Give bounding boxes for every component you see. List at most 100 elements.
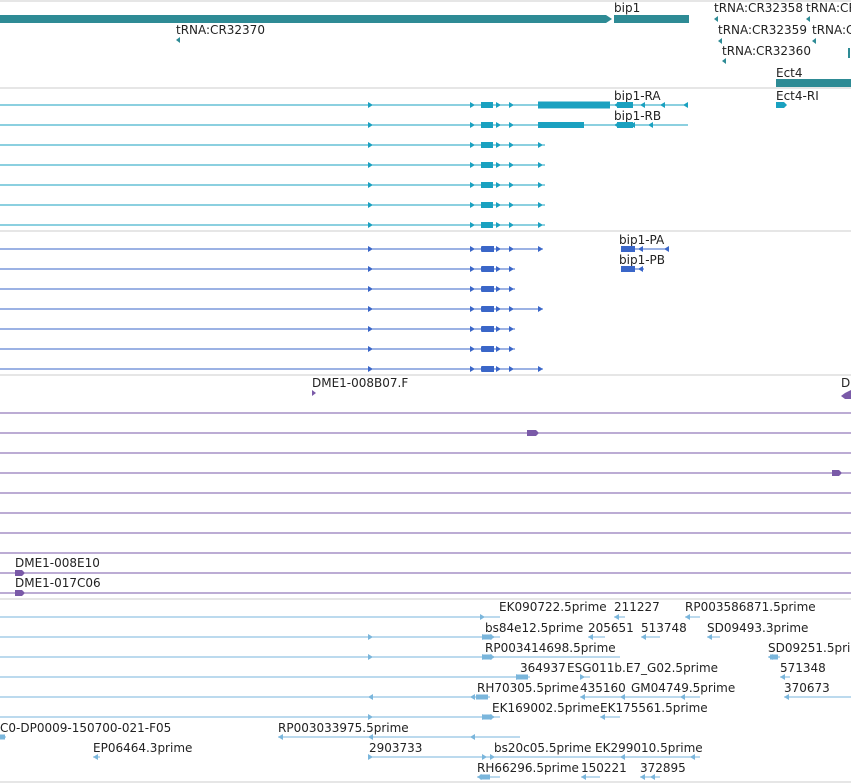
est-block[interactable] <box>482 714 492 720</box>
strand-arrow[interactable] <box>496 246 501 252</box>
est-label[interactable]: 205651 <box>588 621 634 635</box>
strand-arrow[interactable] <box>538 162 543 168</box>
transcript-label[interactable]: Ect4-RI <box>776 89 819 103</box>
est-block[interactable] <box>482 634 492 640</box>
gene-label[interactable]: bip1 <box>614 1 640 15</box>
exon-box[interactable] <box>482 306 494 312</box>
strand-arrow[interactable] <box>93 754 98 760</box>
est-label[interactable]: 150221 <box>581 761 627 775</box>
strand-arrow[interactable] <box>496 142 501 148</box>
strand-arrow[interactable] <box>509 266 514 272</box>
clone-feature[interactable] <box>312 390 316 396</box>
est-label[interactable]: C0-DP0009-150700-021-F05 <box>0 721 171 735</box>
trna-feature[interactable] <box>176 37 180 43</box>
exon-box[interactable] <box>482 366 494 372</box>
exon-box[interactable] <box>481 162 493 168</box>
strand-arrow[interactable] <box>509 246 514 252</box>
est-label[interactable]: 2903733 <box>369 741 422 755</box>
strand-arrow[interactable] <box>368 102 373 108</box>
strand-arrow[interactable] <box>470 286 475 292</box>
est-label[interactable]: SD09493.3prime <box>707 621 808 635</box>
strand-arrow[interactable] <box>368 654 373 660</box>
strand-arrow[interactable] <box>470 222 475 228</box>
strand-arrow[interactable] <box>496 306 501 312</box>
clone-label[interactable]: DME1-008E10 <box>15 556 100 570</box>
strand-arrow[interactable] <box>496 266 501 272</box>
strand-arrow[interactable] <box>538 142 543 148</box>
est-label[interactable]: EK169002.5prime <box>492 701 600 715</box>
strand-arrow[interactable] <box>707 634 712 640</box>
est-label[interactable]: bs20c05.5prime <box>494 741 591 755</box>
strand-arrow[interactable] <box>640 102 645 108</box>
strand-arrow[interactable] <box>368 162 373 168</box>
strand-arrow[interactable] <box>509 202 514 208</box>
strand-arrow[interactable] <box>470 182 475 188</box>
transcript-label[interactable]: bip1-PB <box>619 253 665 267</box>
strand-arrow[interactable] <box>470 326 475 332</box>
strand-arrow[interactable] <box>509 142 514 148</box>
strand-arrow[interactable] <box>368 286 373 292</box>
strand-arrow[interactable] <box>600 714 605 720</box>
strand-arrow[interactable] <box>538 222 543 228</box>
strand-arrow[interactable] <box>368 246 373 252</box>
strand-arrow[interactable] <box>490 754 495 760</box>
est-label[interactable]: EK090722.5prime <box>499 600 607 614</box>
est-label[interactable]: RP003586871.5prime <box>685 600 816 614</box>
cds-box[interactable] <box>538 101 610 109</box>
strand-arrow[interactable] <box>470 734 475 740</box>
strand-arrow[interactable] <box>368 634 373 640</box>
strand-arrow[interactable] <box>368 182 373 188</box>
trna-feature[interactable] <box>806 16 810 22</box>
strand-arrow[interactable] <box>620 694 625 700</box>
est-block[interactable] <box>770 654 778 660</box>
est-label[interactable]: 372895 <box>640 761 686 775</box>
gene-label[interactable]: tRNA:CR32359 <box>718 23 807 37</box>
gene-label[interactable]: tRNA:CR32360 <box>722 44 811 58</box>
transcript-label[interactable]: bip1-PA <box>619 233 665 247</box>
transcript-feature-ect4[interactable] <box>776 102 787 108</box>
est-label[interactable]: 364937 <box>520 661 566 675</box>
strand-arrow[interactable] <box>470 102 475 108</box>
strand-arrow[interactable] <box>588 634 593 640</box>
strand-arrow[interactable] <box>368 714 373 720</box>
gene-label[interactable]: tRNA:CR32358 <box>714 1 803 15</box>
strand-arrow[interactable] <box>538 366 543 372</box>
strand-arrow[interactable] <box>470 306 475 312</box>
est-label[interactable]: EK299010.5prime <box>595 741 703 755</box>
strand-arrow[interactable] <box>614 614 619 620</box>
est-label[interactable]: bs84e12.5prime <box>485 621 583 635</box>
strand-arrow[interactable] <box>470 266 475 272</box>
est-label[interactable]: 211227 <box>614 600 660 614</box>
strand-arrow[interactable] <box>648 122 653 128</box>
strand-arrow[interactable] <box>368 346 373 352</box>
strand-arrow[interactable] <box>470 246 475 252</box>
transcript-label[interactable]: bip1-RA <box>614 89 661 103</box>
clone-label[interactable]: DME1-017C06 <box>15 576 101 590</box>
strand-arrow[interactable] <box>509 222 514 228</box>
strand-arrow[interactable] <box>581 774 586 780</box>
strand-arrow[interactable] <box>509 346 514 352</box>
strand-arrow[interactable] <box>780 674 785 680</box>
gene-label[interactable]: tRNA:CF <box>812 23 851 37</box>
exon-box[interactable] <box>482 326 494 332</box>
trna-feature[interactable] <box>722 58 726 64</box>
strand-arrow[interactable] <box>496 222 501 228</box>
est-label[interactable]: 571348 <box>780 661 826 675</box>
strand-arrow[interactable] <box>470 162 475 168</box>
strand-arrow[interactable] <box>650 774 655 780</box>
strand-arrow[interactable] <box>680 694 685 700</box>
trna-feature[interactable] <box>718 38 722 44</box>
strand-arrow[interactable] <box>470 142 475 148</box>
strand-arrow[interactable] <box>683 102 688 108</box>
strand-arrow[interactable] <box>509 326 514 332</box>
exon-box[interactable] <box>481 182 493 188</box>
exon-box[interactable] <box>482 346 494 352</box>
strand-arrow[interactable] <box>509 306 514 312</box>
strand-arrow[interactable] <box>496 102 501 108</box>
strand-arrow[interactable] <box>509 366 514 372</box>
strand-arrow[interactable] <box>496 326 501 332</box>
strand-arrow[interactable] <box>368 734 373 740</box>
exon-box[interactable] <box>617 102 633 108</box>
strand-arrow[interactable] <box>640 774 645 780</box>
gene-feature-long[interactable] <box>0 15 612 23</box>
